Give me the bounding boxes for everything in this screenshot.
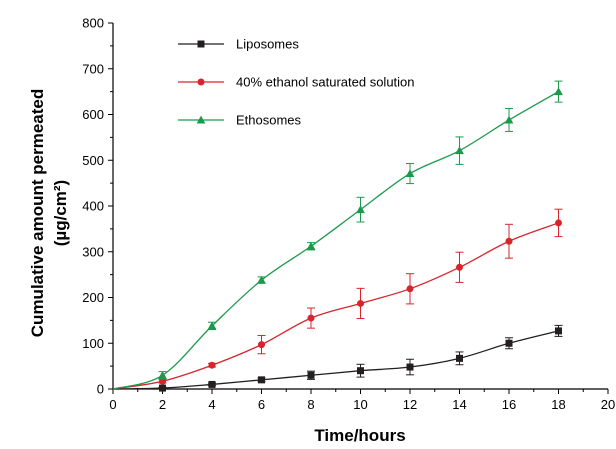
data-point [555, 219, 562, 227]
data-point [505, 237, 513, 245]
x-tick-label: 6 [258, 397, 265, 412]
axes: 0 2 4 6 8 10 12 14 16 18 2001002003004005006007008… [82, 16, 615, 413]
data-point [356, 205, 365, 214]
x-tick-label: 12 [403, 397, 417, 412]
y-axis-title-line2: (µg/cm²) [51, 180, 70, 246]
legend-marker [196, 115, 206, 124]
series-liposomes [112, 324, 563, 392]
legend-label: 40% ethanol saturated solution [236, 75, 415, 90]
legend-item: Liposomes [178, 37, 299, 52]
data-point [456, 354, 463, 362]
data-point [159, 384, 166, 392]
data-point [258, 341, 265, 349]
data-point [504, 115, 514, 124]
legend: Liposomes 40% ethanol saturated solution E… [178, 37, 415, 128]
data-point [455, 146, 464, 155]
data-point [258, 376, 265, 384]
y-tick-label: 100 [82, 336, 104, 351]
data-point [158, 370, 167, 379]
y-tick-label: 600 [82, 107, 104, 122]
series-line [112, 91, 559, 390]
series-ethosomes [112, 80, 563, 390]
data-point [257, 275, 266, 284]
y-tick-label: 200 [82, 290, 104, 305]
series-40-ethanol-saturated-solution [112, 208, 563, 390]
x-tick-label: 10 [353, 397, 367, 412]
y-tick-label: 700 [82, 61, 104, 76]
x-tick-label: 14 [452, 397, 466, 412]
series-line [112, 330, 559, 390]
legend-marker [197, 40, 205, 48]
y-tick-label: 800 [82, 16, 104, 31]
data-point [554, 87, 563, 96]
x-tick-label: 0 [109, 397, 116, 412]
series-layer [112, 80, 563, 392]
data-point [405, 169, 415, 178]
data-point [307, 314, 315, 322]
x-tick-label: 20 [601, 397, 615, 412]
legend-marker [197, 78, 205, 86]
legend-label: Liposomes [236, 37, 299, 52]
data-point [307, 371, 315, 379]
data-point [406, 285, 414, 293]
data-point [208, 361, 216, 369]
data-point [406, 363, 414, 371]
y-tick-label: 500 [82, 153, 104, 168]
x-tick-label: 18 [551, 397, 565, 412]
data-point [505, 339, 513, 347]
data-point [555, 327, 562, 335]
x-tick-label: 8 [307, 397, 314, 412]
y-tick-label: 0 [97, 382, 104, 397]
x-tick-label: 2 [159, 397, 166, 412]
legend-item: 40% ethanol saturated solution [178, 75, 415, 90]
data-point [357, 367, 364, 375]
data-point [456, 263, 463, 271]
legend-label: Ethosomes [236, 113, 302, 128]
data-point [159, 377, 166, 385]
series-line [112, 222, 559, 390]
y-tick-label: 300 [82, 244, 104, 259]
y-tick-label: 400 [82, 199, 104, 214]
legend-item: Ethosomes [178, 113, 302, 128]
data-point [306, 241, 316, 250]
data-point [357, 299, 364, 307]
x-tick-label: 16 [502, 397, 516, 412]
x-axis-title: Time/hours [314, 426, 405, 445]
data-point [208, 380, 216, 388]
data-point [207, 321, 217, 330]
y-axis-title-line1: Cumulative amount permeated [28, 89, 47, 337]
x-tick-label: 4 [208, 397, 215, 412]
